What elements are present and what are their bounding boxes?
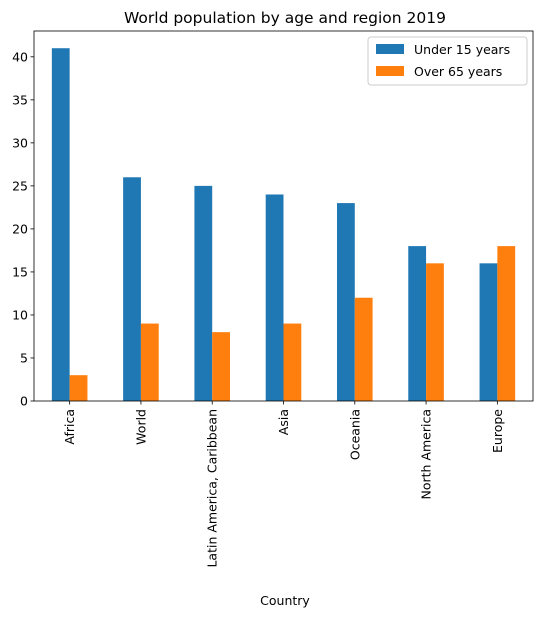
- x-tick-label: Africa: [62, 409, 77, 445]
- bar-over-65-2: [212, 332, 231, 401]
- bar-over-65-3: [283, 323, 302, 401]
- x-tick-label: Asia: [276, 409, 291, 435]
- x-tick-label: Oceania: [347, 409, 362, 460]
- x-axis: Africa World Latin America, Caribbean Asia O…: [62, 401, 505, 568]
- y-tick-label: 15: [12, 264, 28, 279]
- y-tick-label: 30: [12, 135, 28, 150]
- y-tick-label: 10: [12, 307, 28, 322]
- x-tick-label: Latin America, Caribbean: [205, 409, 220, 568]
- bar-over-65-1: [140, 323, 159, 401]
- x-axis-label: Country: [260, 593, 310, 608]
- bar-under-15-3: [265, 194, 284, 401]
- bar-over-65-0: [69, 375, 88, 401]
- bar-under-15-0: [51, 48, 70, 402]
- legend-swatch-1: [376, 66, 404, 76]
- bar-under-15-5: [408, 246, 427, 401]
- bar-under-15-2: [194, 185, 213, 401]
- y-axis: 0 5 10 15 20 25 30 35 40: [12, 49, 34, 409]
- legend-label-0: Under 15 years: [414, 42, 510, 57]
- legend-box: [367, 36, 528, 86]
- bar-over-65-5: [426, 263, 444, 401]
- y-tick-label: 0: [20, 394, 28, 409]
- chart-title: World population by age and region 2019: [124, 9, 446, 27]
- x-tick-label: Europe: [490, 409, 505, 453]
- x-tick-label: World: [133, 409, 148, 445]
- y-tick-label: 20: [12, 221, 28, 236]
- x-tick-label: North America: [419, 409, 434, 500]
- bar-under-15-6: [479, 263, 498, 401]
- bar-over-65-6: [497, 246, 516, 401]
- y-tick-label: 25: [12, 178, 28, 193]
- y-tick-label: 35: [12, 92, 28, 107]
- bar-under-15-4: [336, 203, 355, 401]
- bar-under-15-1: [123, 177, 141, 401]
- legend-swatch-0: [376, 44, 404, 54]
- y-tick-label: 40: [12, 49, 28, 64]
- y-tick-label: 5: [20, 350, 28, 365]
- legend-label-1: Over 65 years: [414, 64, 502, 79]
- plot-area: [33, 30, 534, 402]
- legend: Under 15 years Over 65 years: [367, 36, 528, 86]
- bar-over-65-4: [354, 297, 373, 401]
